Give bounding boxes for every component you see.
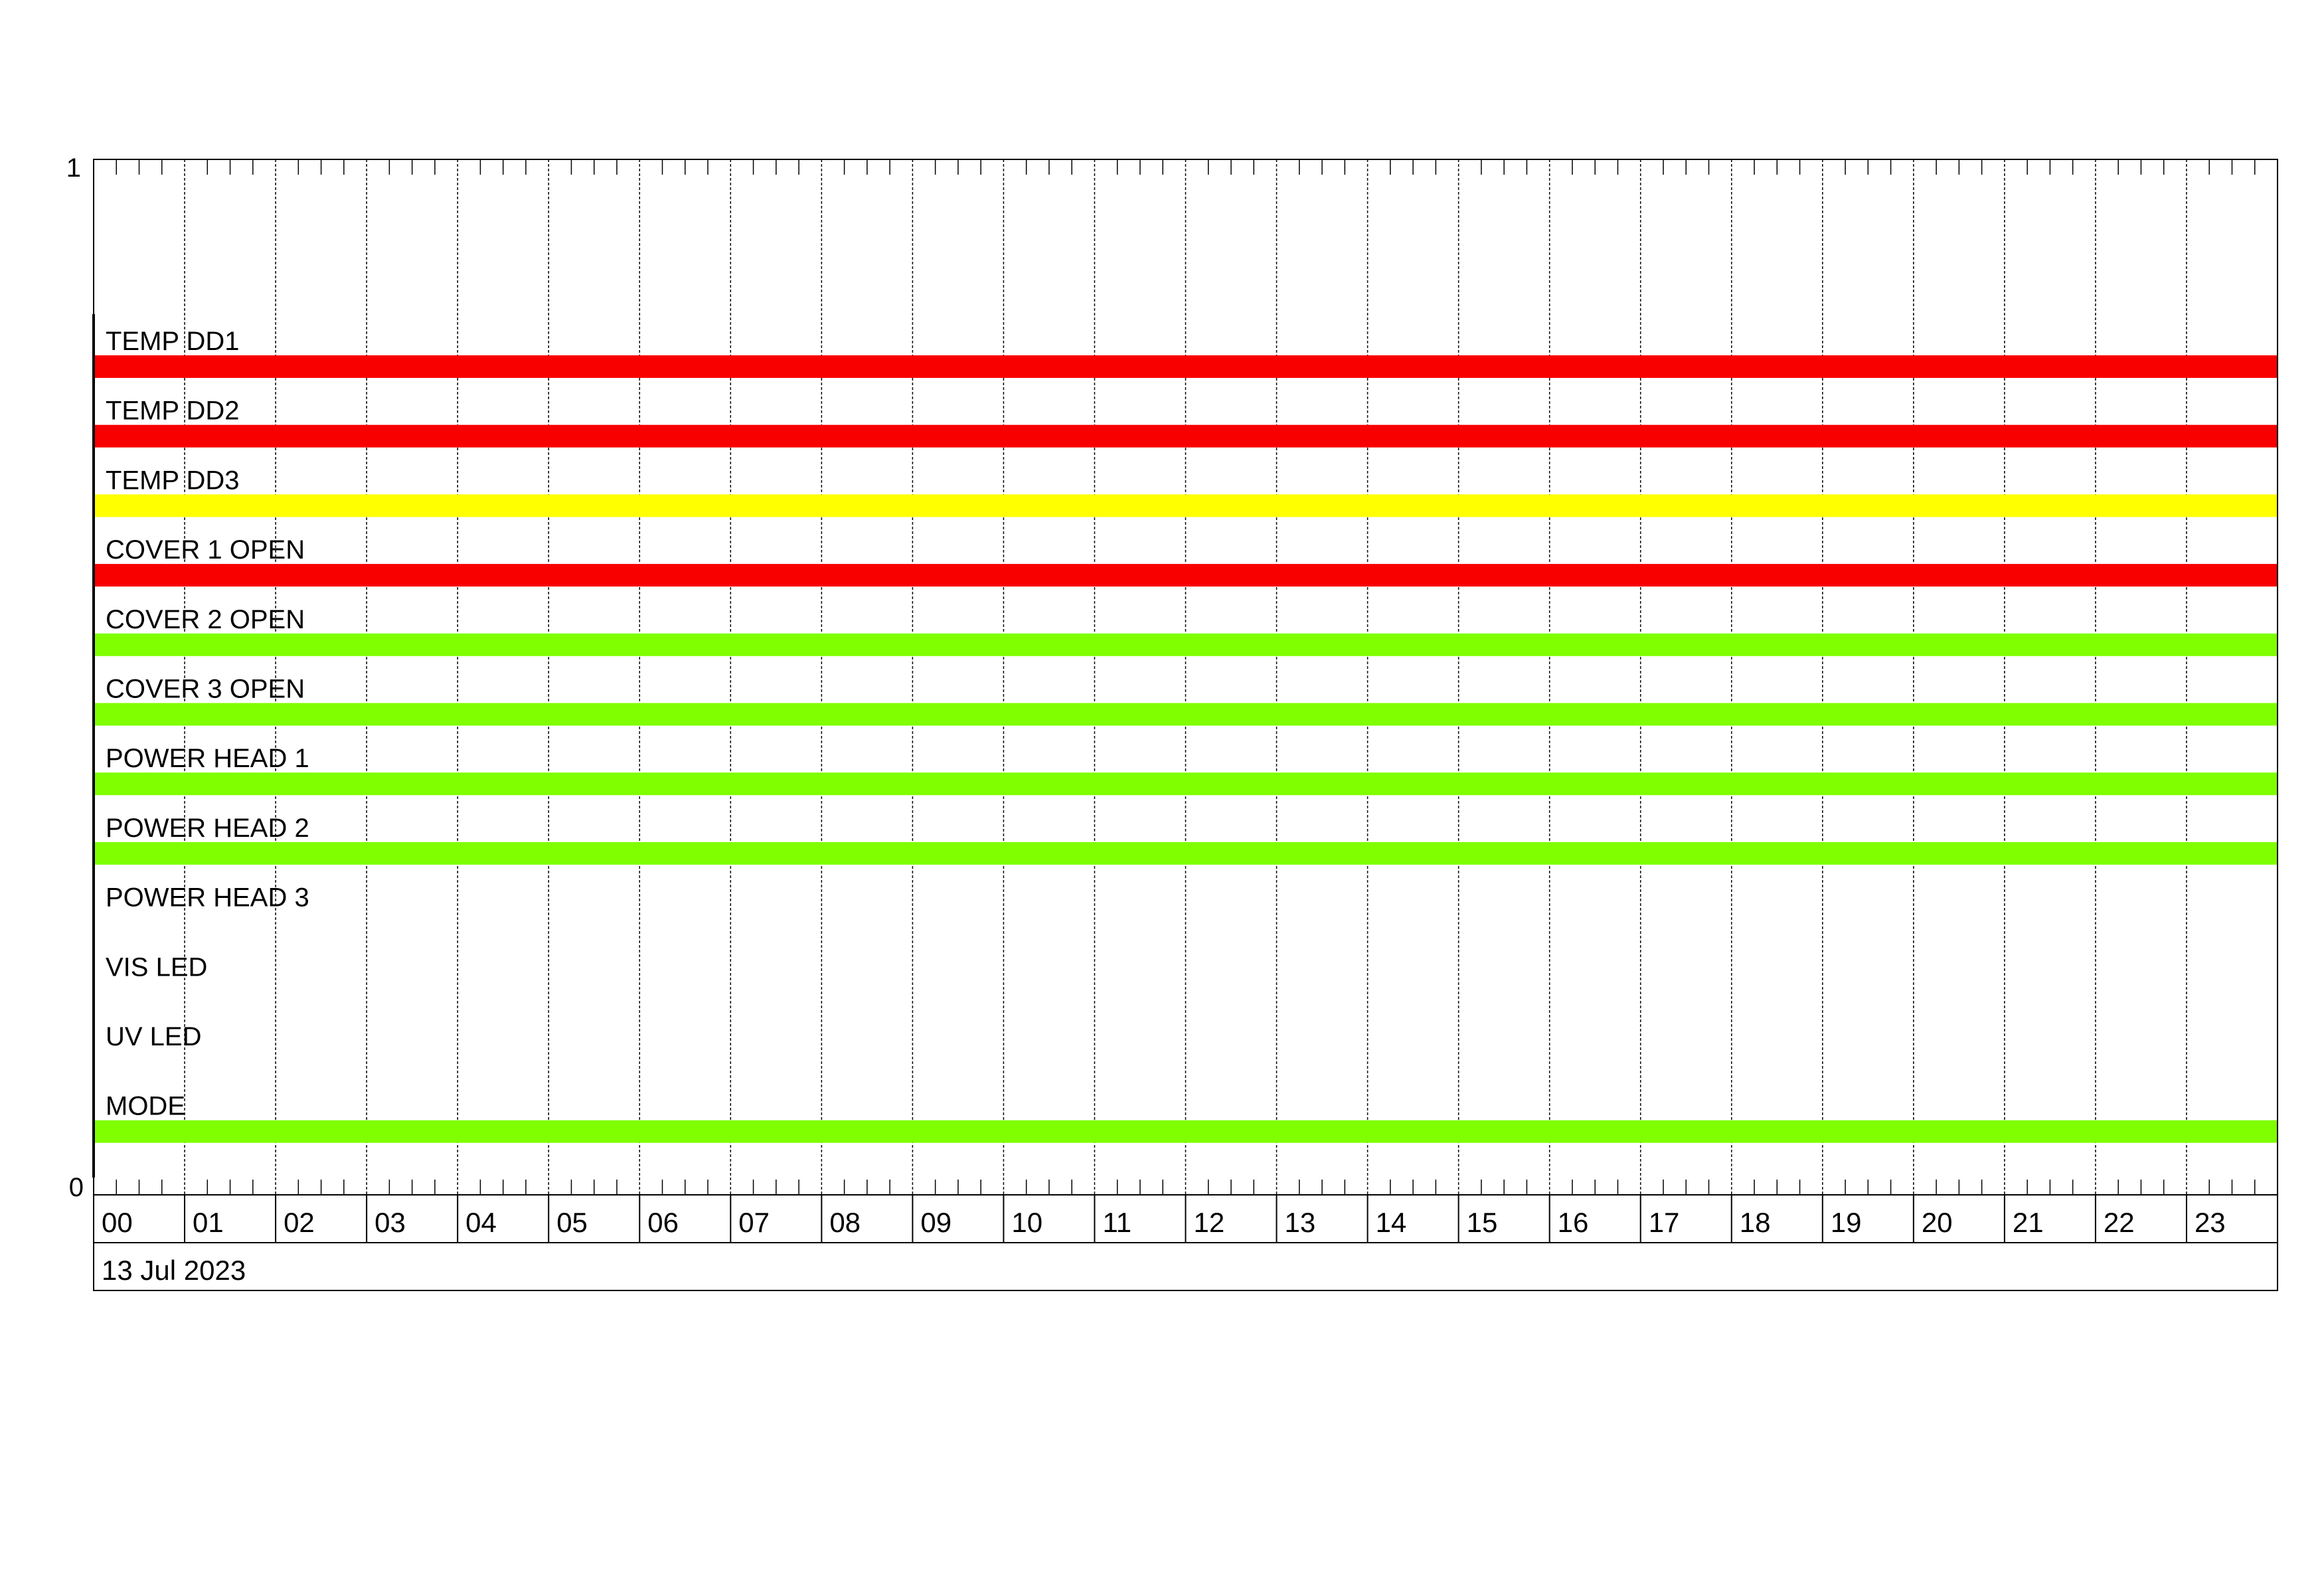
row-label: COVER 3 OPEN <box>106 675 305 704</box>
x-tick-label: 08 <box>829 1207 861 1238</box>
row-label: TEMP DD1 <box>106 327 240 356</box>
row-label: COVER 2 OPEN <box>106 605 305 634</box>
x-tick-label: 02 <box>284 1207 315 1238</box>
x-tick-label: 06 <box>647 1207 679 1238</box>
x-tick-label: 20 <box>1922 1207 1953 1238</box>
row-label: POWER HEAD 2 <box>106 814 309 843</box>
status-bar <box>94 841 2278 865</box>
x-tick-label: 09 <box>920 1207 952 1238</box>
status-bar <box>94 633 2278 656</box>
x-tick-label: 10 <box>1011 1207 1042 1238</box>
x-tick-label: 00 <box>102 1207 133 1238</box>
x-tick-label: 11 <box>1102 1207 1131 1238</box>
x-tick-label: 12 <box>1194 1207 1225 1238</box>
x-tick-label: 05 <box>556 1207 588 1238</box>
row-label: TEMP DD3 <box>106 466 240 495</box>
row-label: MODE <box>106 1092 185 1121</box>
x-tick-label: 14 <box>1376 1207 1407 1238</box>
row-label: TEMP DD2 <box>106 397 240 426</box>
row-label: COVER 1 OPEN <box>106 535 305 565</box>
y-tick-label: 0 <box>69 1173 84 1202</box>
status-bar <box>94 703 2278 726</box>
status-bar <box>94 564 2278 587</box>
x-tick-label: 07 <box>738 1207 770 1238</box>
date-label: 13 Jul 2023 <box>102 1255 246 1286</box>
x-tick-label: 18 <box>1740 1207 1771 1238</box>
x-tick-label: 21 <box>2013 1207 2044 1238</box>
x-tick-label: 01 <box>193 1207 224 1238</box>
x-tick-label: 23 <box>2195 1207 2226 1238</box>
x-tick-label: 04 <box>465 1207 497 1238</box>
x-tick-label: 19 <box>1831 1207 1862 1238</box>
status-bar <box>94 1120 2278 1143</box>
row-label: POWER HEAD 3 <box>106 883 309 913</box>
row-label: VIS LED <box>106 952 207 982</box>
row-label: POWER HEAD 1 <box>106 744 309 773</box>
x-tick-label: 22 <box>2104 1207 2135 1238</box>
y-tick-label: 1 <box>66 153 81 183</box>
row-label: UV LED <box>106 1022 202 1051</box>
x-tick-label: 13 <box>1285 1207 1316 1238</box>
status-bar <box>94 424 2278 448</box>
status-bar <box>94 355 2278 378</box>
x-tick-label: 16 <box>1558 1207 1589 1238</box>
x-tick-label: 17 <box>1649 1207 1680 1238</box>
status-bar <box>94 494 2278 517</box>
x-tick-label: 03 <box>374 1207 406 1238</box>
x-tick-label: 15 <box>1467 1207 1498 1238</box>
status-bar <box>94 772 2278 796</box>
